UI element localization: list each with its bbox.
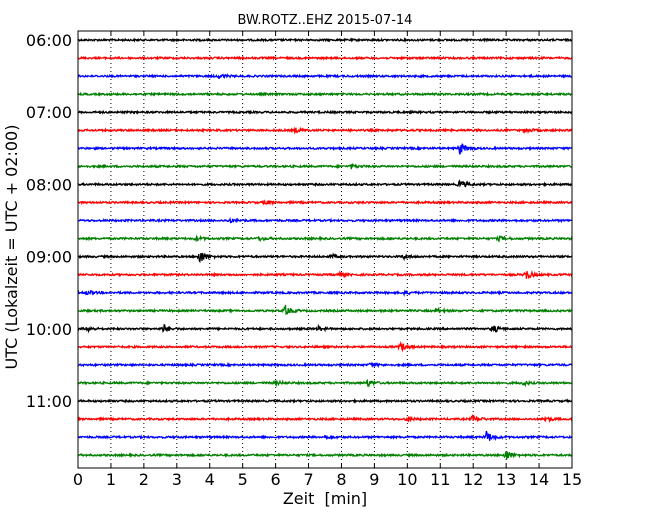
trace-line xyxy=(77,451,573,460)
trace-line xyxy=(77,199,573,207)
grid-lines xyxy=(78,31,572,468)
x-tick-label: 14 xyxy=(529,470,549,489)
x-tick-label: 13 xyxy=(496,470,516,489)
x-axis-ticks: 0 1 2 3 4 5 6 7 8 9 10 11 12 13 14 15 xyxy=(73,31,582,489)
trace-line xyxy=(77,361,573,369)
trace-line xyxy=(77,269,573,280)
trace-line xyxy=(77,378,573,388)
y-tick-label: 09:00 xyxy=(26,248,72,267)
trace-line xyxy=(77,289,573,297)
trace-line xyxy=(77,55,573,61)
x-tick-label: 5 xyxy=(238,470,248,489)
y-tick-label: 08:00 xyxy=(26,175,72,194)
x-tick-label: 2 xyxy=(139,470,149,489)
trace-line xyxy=(77,73,573,80)
y-tick-label: 10:00 xyxy=(26,320,72,339)
trace-group xyxy=(77,37,573,460)
trace-line xyxy=(77,143,573,155)
trace-line xyxy=(77,430,573,442)
x-axis-label: Zeit [min] xyxy=(283,489,367,508)
chart-title: BW.ROTZ..EHZ 2015-07-14 xyxy=(238,13,413,28)
trace-line xyxy=(77,126,573,135)
y-axis-label: UTC (Lokalzeit = UTC + 02:00) xyxy=(2,125,21,370)
x-tick-label: 11 xyxy=(430,470,450,489)
trace-line xyxy=(77,91,573,97)
x-tick-label: 7 xyxy=(303,470,313,489)
x-tick-label: 12 xyxy=(463,470,483,489)
trace-line xyxy=(77,252,573,264)
x-tick-label: 15 xyxy=(562,470,582,489)
trace-line xyxy=(77,304,573,316)
trace-line xyxy=(77,398,573,404)
trace-line xyxy=(77,109,573,116)
plot-frame xyxy=(77,30,573,469)
y-tick-label: 07:00 xyxy=(26,103,72,122)
trace-line xyxy=(77,414,573,424)
x-tick-label: 1 xyxy=(106,470,116,489)
x-tick-label: 8 xyxy=(336,470,346,489)
x-tick-label: 3 xyxy=(172,470,182,489)
trace-line xyxy=(77,323,573,334)
y-tick-label: 11:00 xyxy=(26,392,72,411)
x-tick-label: 10 xyxy=(397,470,417,489)
trace-line xyxy=(77,216,573,224)
trace-line xyxy=(77,234,573,243)
trace-line xyxy=(77,162,573,170)
trace-line xyxy=(77,179,573,188)
x-tick-label: 4 xyxy=(205,470,215,489)
y-tick-label: 06:00 xyxy=(26,31,72,50)
trace-line xyxy=(77,340,573,353)
trace-line xyxy=(77,37,573,43)
x-tick-label: 6 xyxy=(271,470,281,489)
y-axis-ticks: 06:00 07:00 08:00 09:00 10:00 11:00 xyxy=(26,31,572,411)
x-tick-label: 9 xyxy=(369,470,379,489)
x-tick-label: 0 xyxy=(73,470,83,489)
